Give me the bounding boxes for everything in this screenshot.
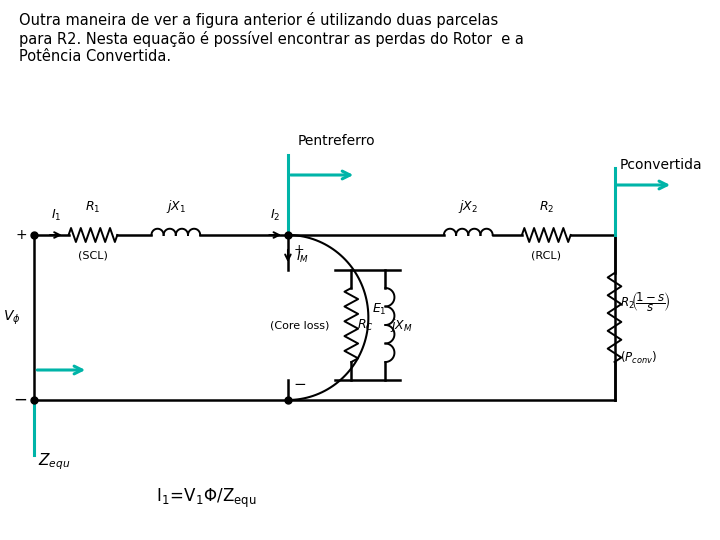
Text: −: − [294, 377, 307, 392]
Text: $E_1$: $E_1$ [372, 302, 387, 317]
Text: $jX_M$: $jX_M$ [390, 316, 413, 334]
Text: $\mathrm{I_1\!=\!V_1\Phi/Z_{equ}}$: $\mathrm{I_1\!=\!V_1\Phi/Z_{equ}}$ [156, 487, 257, 510]
Text: (Core loss): (Core loss) [271, 320, 330, 330]
Text: $Z_{equ}$: $Z_{equ}$ [38, 451, 71, 472]
Text: Pconvertida: Pconvertida [619, 158, 702, 172]
Text: $I_2$: $I_2$ [270, 208, 280, 223]
Text: $I_M$: $I_M$ [296, 249, 309, 265]
Text: (RCL): (RCL) [531, 251, 562, 261]
Text: (SCL): (SCL) [78, 251, 108, 261]
Text: $R_2$: $R_2$ [539, 200, 554, 215]
Text: $(P_{conv})$: $(P_{conv})$ [621, 349, 657, 366]
Text: +: + [294, 243, 305, 256]
Text: $R_1$: $R_1$ [85, 200, 101, 215]
Text: $R_C$: $R_C$ [357, 318, 374, 333]
Text: +: + [15, 228, 27, 242]
Text: $jX_2$: $jX_2$ [458, 198, 478, 215]
Text: $jX_1$: $jX_1$ [166, 198, 186, 215]
Text: $I_1$: $I_1$ [50, 208, 61, 223]
Text: $R_2\!\left(\!\dfrac{1-s}{s}\!\right)$: $R_2\!\left(\!\dfrac{1-s}{s}\!\right)$ [621, 291, 671, 314]
Text: Pentreferro: Pentreferro [297, 134, 375, 148]
Text: −: − [13, 391, 27, 409]
Text: Outra maneira de ver a figura anterior é utilizando duas parcelas
para R2. Nesta: Outra maneira de ver a figura anterior é… [19, 12, 523, 64]
Text: $V_\phi$: $V_\phi$ [3, 308, 21, 327]
